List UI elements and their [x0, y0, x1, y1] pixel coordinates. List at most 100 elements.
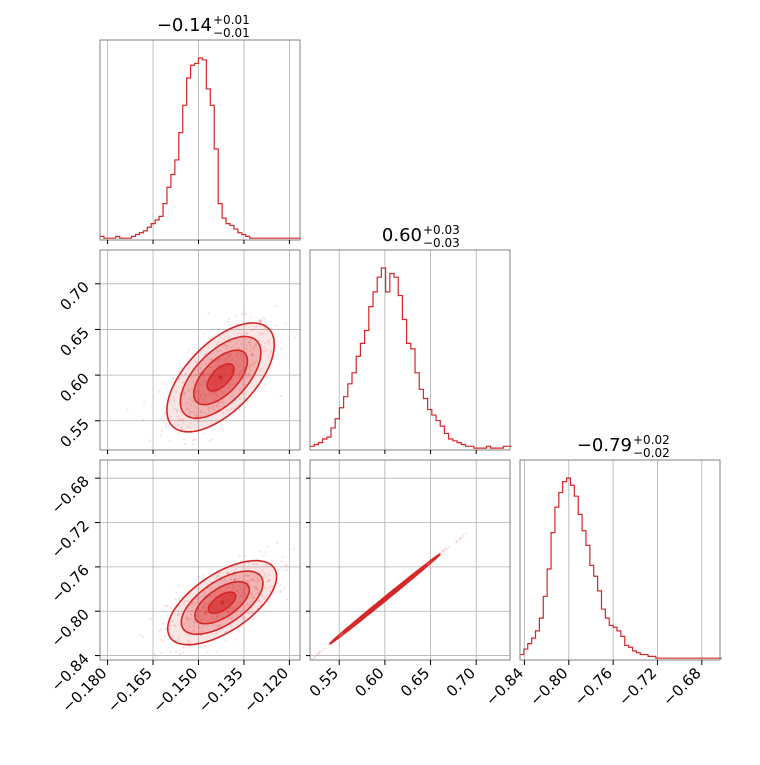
scatter-point: [255, 587, 258, 590]
scatter-point: [200, 634, 203, 637]
scatter-point: [249, 316, 252, 319]
panel-background: [100, 40, 300, 240]
scatter-point: [207, 361, 210, 364]
x-tick-label: −0.80: [526, 664, 571, 709]
scatter-point: [225, 571, 229, 574]
scatter-point: [226, 610, 229, 613]
scatter-point: [216, 615, 219, 618]
scatter-point: [247, 574, 250, 578]
scatter-point: [284, 563, 287, 566]
panel-title-0: −0.14 +0.01−0.01: [157, 13, 250, 40]
scatter-point: [204, 378, 207, 381]
title-median: −0.14: [157, 15, 212, 36]
scatter-point: [203, 393, 206, 396]
scatter-point: [221, 427, 224, 430]
scatter-point: [204, 380, 207, 383]
scatter-point: [236, 354, 239, 357]
scatter-point: [228, 383, 232, 386]
x-ticks-col-0: −0.180−0.165−0.150−0.135−0.120: [58, 660, 292, 716]
scatter-point: [268, 598, 271, 601]
scatter-point: [252, 604, 255, 608]
scatter-point: [201, 606, 204, 609]
scatter-point: [220, 389, 223, 393]
scatter-point: [196, 388, 199, 391]
scatter-point: [251, 364, 254, 367]
scatter-point: [251, 577, 254, 580]
scatter-point: [283, 587, 286, 590]
scatter-point: [212, 404, 215, 407]
scatter-point: [233, 373, 236, 376]
scatter-point: [240, 380, 243, 383]
scatter-point: [210, 406, 213, 409]
y-tick-label: 0.65: [56, 324, 92, 360]
scatter-point: [235, 342, 238, 345]
scatter-point: [213, 399, 217, 402]
scatter-point: [259, 549, 262, 553]
scatter-point: [176, 613, 180, 616]
scatter-point: [250, 396, 253, 399]
scatter-point: [241, 591, 244, 594]
scatter-point: [200, 415, 203, 418]
scatter-point: [197, 607, 200, 610]
scatter-point: [244, 397, 247, 400]
scatter-point: [236, 564, 239, 567]
scatter-point: [213, 334, 216, 337]
scatter-point: [228, 318, 231, 321]
scatter-point: [172, 396, 176, 399]
scatter-point: [279, 395, 283, 398]
scatter-point: [202, 625, 205, 628]
scatter-point: [250, 617, 253, 620]
scatter-point: [182, 602, 185, 606]
scatter-point: [238, 371, 241, 374]
scatter-point: [284, 322, 287, 325]
scatter-point: [276, 353, 279, 356]
scatter-point: [205, 612, 208, 615]
scatter-point: [209, 587, 212, 590]
scatter-point: [318, 651, 321, 654]
scatter-point: [198, 625, 201, 628]
scatter-point: [264, 326, 267, 329]
scatter-point: [249, 345, 252, 348]
scatter-point: [200, 411, 203, 414]
scatter-point: [249, 349, 252, 352]
scatter-point: [265, 566, 268, 569]
histogram-step-0: [100, 57, 301, 239]
scatter-point: [235, 589, 239, 592]
scatter-point: [195, 373, 198, 376]
scatter-point: [261, 612, 264, 615]
scatter-point: [218, 401, 222, 404]
scatter-point: [196, 420, 200, 423]
scatter-point: [459, 537, 462, 540]
scatter-point: [438, 551, 441, 554]
scatter-point: [229, 578, 232, 581]
scatter-point: [215, 575, 218, 578]
scatter-point: [186, 618, 189, 622]
scatter-point: [243, 311, 246, 314]
scatter-point: [247, 373, 250, 377]
scatter-point: [249, 591, 252, 594]
scatter-point: [215, 632, 218, 635]
scatter-point: [257, 587, 260, 590]
scatter-point: [241, 618, 244, 621]
scatter-point: [245, 313, 248, 316]
scatter-point: [268, 590, 271, 593]
scatter-point: [223, 578, 226, 581]
panel-background: [520, 460, 720, 660]
panel-frame: [99, 39, 301, 241]
title-median: 0.60: [382, 225, 422, 246]
scatter-point: [178, 377, 181, 381]
scatter-point: [455, 541, 458, 544]
scatter-point: [209, 439, 212, 442]
scatter-point: [198, 372, 201, 375]
contour-center: [220, 600, 225, 605]
scatter-point: [234, 577, 237, 581]
scatter-point: [161, 622, 165, 626]
scatter-point: [441, 549, 444, 552]
scatter-point: [143, 401, 146, 404]
scatter-point: [240, 355, 243, 358]
scatter-point: [238, 398, 241, 401]
scatter-point: [190, 376, 193, 379]
scatter-point: [172, 399, 176, 402]
scatter-point: [198, 631, 201, 634]
scatter-point: [285, 598, 289, 601]
